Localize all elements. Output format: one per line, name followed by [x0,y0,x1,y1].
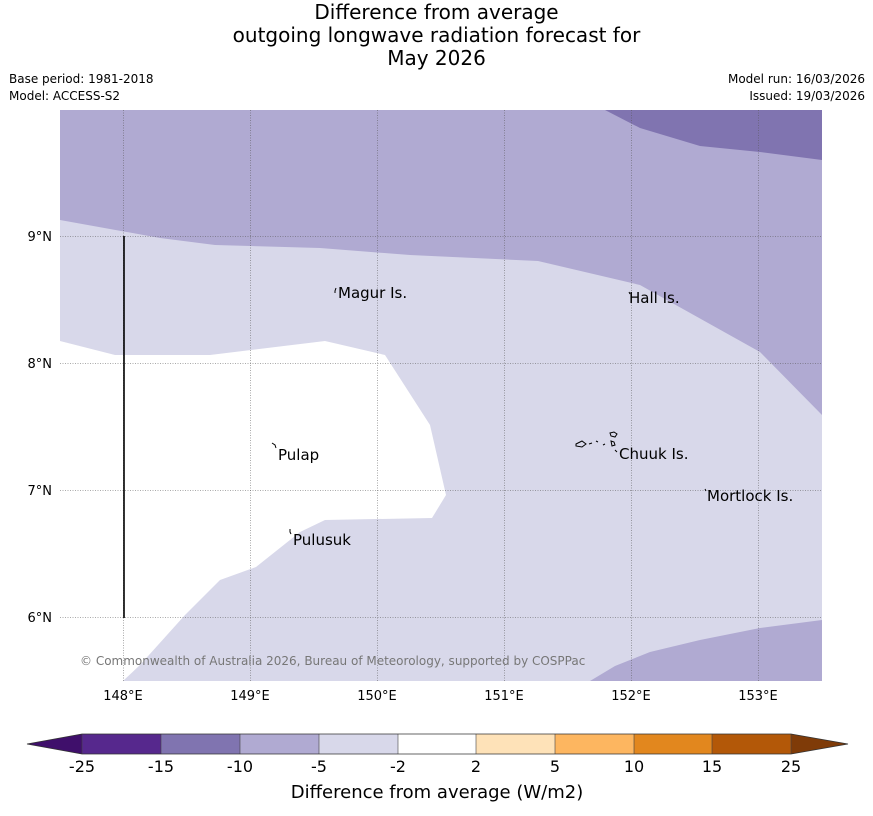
lon-label-148e: 148°E [103,689,143,704]
issued-label: Issued: 19/03/2026 [749,89,865,103]
lon-label-149e: 149°E [230,689,270,704]
place-label-pulusuk: Pulusuk [293,531,351,549]
place-label-mortlock: Mortlock Is. [707,487,793,505]
colorbar-title: Difference from average (W/m2) [291,782,583,803]
band-m10-m5-southeast [590,620,822,681]
model-run-label: Model run: 16/03/2026 [727,72,865,86]
title-line-2: outgoing longwave radiation forecast for [232,23,641,47]
place-label-hall: Hall Is. [629,289,680,307]
band-m2-p2-central [60,341,446,681]
lat-label-7n: 7°N [28,484,53,499]
lat-label-8n: 8°N [28,357,53,372]
island-outlines [271,287,707,535]
colorbar-extend-low [27,734,82,754]
colorbar-dividers [81,734,792,754]
colorbar-label-m15: -15 [148,757,174,776]
lon-label-150e: 150°E [357,689,397,704]
colorbar-bin-m10-m5 [240,734,319,754]
colorbar-extend-high [791,734,848,754]
colorbar-tick-labels: -25 -15 -10 -5 -2 2 5 10 15 25 [69,757,801,776]
band-m10-m5-north [60,110,822,415]
place-label-pulap: Pulap [278,446,319,464]
title-line-3: May 2026 [387,46,486,70]
colorbar-label-m10: -10 [227,757,253,776]
colorbar-bin-p5-p10 [555,734,634,754]
colorbar-label-m5: -5 [311,757,327,776]
place-label-chuuk: Chuuk Is. [619,445,688,463]
colorbar-label-p10: 10 [624,757,644,776]
colorbar-bin-p2-p5 [476,734,555,754]
lon-label-152e: 152°E [611,689,651,704]
colorbar-bin-m25-m15 [82,734,161,754]
lat-label-6n: 6°N [28,611,53,626]
model-label: Model: ACCESS-S2 [9,89,121,103]
place-label-magur: Magur Is. [338,284,407,302]
pulap-island-outline [271,442,277,449]
mortlock-island-outline [704,488,707,492]
latitude-labels: 9°N 8°N 7°N 6°N [28,230,53,626]
colorbar-outline [26,733,849,755]
colorbar-label-m2: -2 [390,757,406,776]
pulusuk-island-outline [289,529,292,535]
colorbar-bin-m5-m2 [319,734,398,754]
longitude-labels: 148°E 149°E 150°E 151°E 152°E 153°E [103,689,778,704]
band-m15-m10-northeast [605,110,822,160]
map-panel: Magur Is. Hall Is. Pulap Chuuk Is. Mortl… [60,110,822,681]
lon-label-151e: 151°E [484,689,524,704]
colorbar: -25 -15 -10 -5 -2 2 5 10 15 25 Differenc… [26,733,849,803]
colorbar-label-m25: -25 [69,757,95,776]
title-line-1: Difference from average [314,0,559,24]
colorbar-label-p5: 5 [550,757,560,776]
colorbar-bin-p15-p25 [712,734,791,754]
base-period-label: Base period: 1981-2018 [9,72,154,86]
colorbar-label-p15: 15 [702,757,722,776]
lon-label-153e: 153°E [738,689,778,704]
place-labels: Magur Is. Hall Is. Pulap Chuuk Is. Mortl… [278,284,793,549]
colorbar-bin-p10-p15 [634,734,712,754]
colorbar-label-p25: 25 [781,757,801,776]
colorbar-label-p2: 2 [471,757,481,776]
copyright-notice: © Commonwealth of Australia 2026, Bureau… [80,654,585,668]
colorbar-bin-m2-p2 [398,734,476,754]
colorbar-bin-m15-m10 [161,734,240,754]
hall-island-outline [628,291,631,295]
magur-island-outline [334,287,337,293]
lat-label-9n: 9°N [28,230,53,245]
chuuk-lagoon-outline [575,431,618,453]
